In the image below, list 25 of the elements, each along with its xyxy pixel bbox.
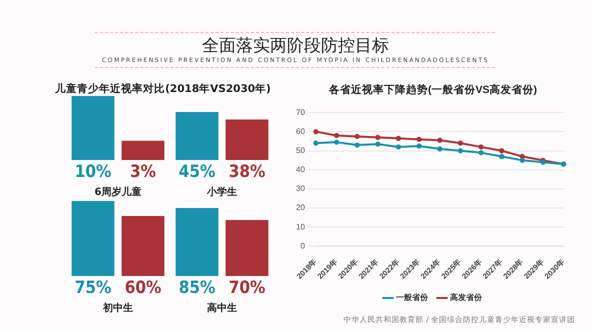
chart-title: 各省近视率下降趋势(一般省份VS高发省份) — [328, 83, 537, 96]
data-label: 70% — [228, 278, 266, 298]
y-tick-label: 10 — [296, 222, 306, 232]
data-label: 45% — [178, 162, 216, 182]
data-label: 38% — [228, 162, 266, 182]
y-tick-label: 20 — [296, 203, 306, 212]
data-label: 10% — [74, 162, 112, 182]
x-axis-title: 初中生 — [102, 301, 134, 315]
y-tick-label: 50 — [296, 146, 306, 155]
y-tick-label: 0 — [300, 241, 306, 250]
y-tick-label: 70 — [296, 108, 306, 117]
data-label: 85% — [178, 278, 216, 298]
y-tick-label: 40 — [296, 165, 306, 174]
text: 全面落实两阶段防控目标 — [201, 35, 390, 57]
x-axis-title: 6周岁儿童 — [94, 185, 142, 199]
legend-label: 一般省份 — [396, 293, 429, 302]
data-label: 3% — [130, 162, 156, 182]
chart-title: 儿童青少年近视率对比(2018年VS2030年) — [54, 82, 272, 96]
data-label: 75% — [74, 278, 112, 298]
y-tick-label: 60 — [296, 126, 306, 136]
data-label: 60% — [124, 278, 162, 298]
x-axis-title: 小学生 — [206, 186, 238, 199]
y-tick-label: 30 — [296, 184, 306, 194]
legend-label: 高发省份 — [450, 292, 483, 302]
x-axis-title: 高中生 — [206, 301, 238, 315]
